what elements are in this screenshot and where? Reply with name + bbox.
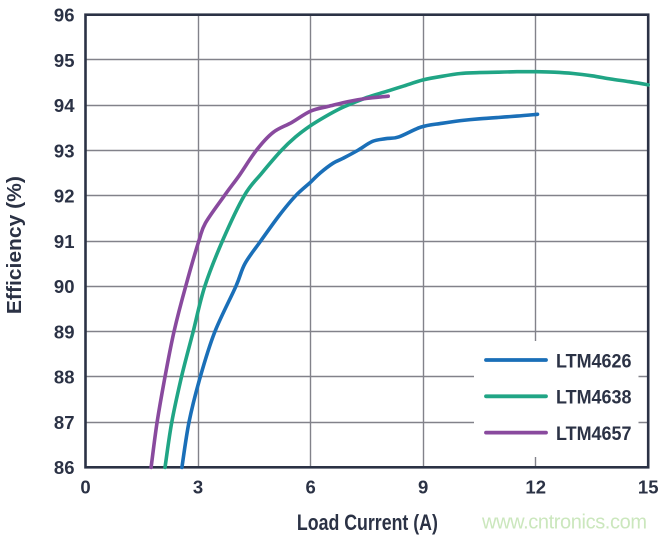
- svg-text:www.cntronics.com: www.cntronics.com: [481, 512, 647, 534]
- svg-text:3: 3: [193, 476, 203, 497]
- svg-text:88: 88: [54, 367, 75, 388]
- svg-text:0: 0: [80, 476, 90, 497]
- svg-text:Load Current (A): Load Current (A): [297, 510, 438, 535]
- svg-text:93: 93: [54, 140, 75, 161]
- svg-text:94: 94: [54, 95, 75, 116]
- svg-text:96: 96: [54, 5, 75, 26]
- svg-text:LTM4657: LTM4657: [556, 423, 632, 445]
- svg-text:LTM4638: LTM4638: [556, 387, 632, 409]
- svg-text:92: 92: [54, 186, 75, 207]
- svg-text:87: 87: [54, 412, 75, 433]
- svg-text:90: 90: [54, 276, 75, 297]
- svg-text:86: 86: [54, 457, 75, 478]
- svg-text:LTM4626: LTM4626: [556, 350, 632, 372]
- svg-text:12: 12: [525, 476, 546, 497]
- svg-text:89: 89: [54, 321, 75, 342]
- svg-text:9: 9: [418, 476, 428, 497]
- svg-text:Efficiency (%): Efficiency (%): [4, 176, 26, 314]
- svg-text:91: 91: [54, 231, 75, 252]
- svg-text:15: 15: [638, 476, 659, 497]
- svg-text:95: 95: [54, 50, 75, 71]
- svg-text:6: 6: [305, 476, 315, 497]
